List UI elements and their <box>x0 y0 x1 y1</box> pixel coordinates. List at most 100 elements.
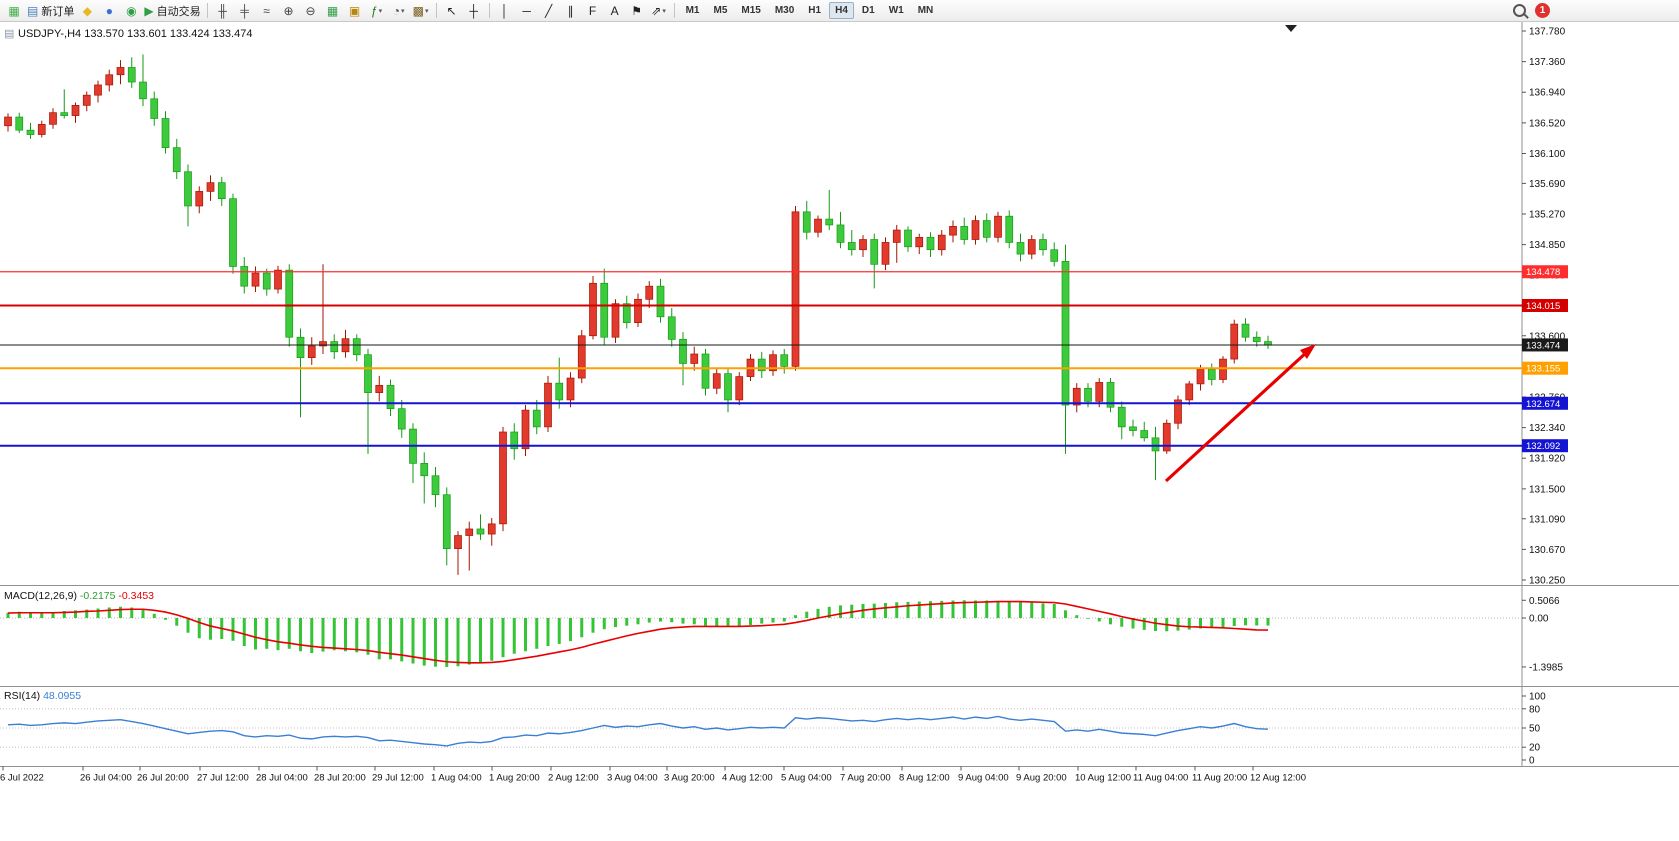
autotrading-button: ▶ <box>144 3 154 18</box>
svg-text:136.520: 136.520 <box>1529 118 1566 129</box>
svg-text:9 Aug 20:00: 9 Aug 20:00 <box>1016 773 1067 784</box>
crosshair-icon[interactable]: ┼ <box>464 1 484 21</box>
timeframe-d1[interactable]: D1 <box>861 5 875 16</box>
time-axis[interactable]: 6 Jul 2022 26 Jul 04:00 26 Jul 20:00 27 Jul… <box>0 766 1306 784</box>
tile-windows-icon: ▦ <box>326 3 339 18</box>
svg-text:26 Jul 04:00: 26 Jul 04:00 <box>80 773 132 784</box>
svg-text:132.674: 132.674 <box>1526 399 1560 410</box>
indicators-icon: ƒ <box>370 3 378 18</box>
vertical-line-icon: │ <box>500 3 509 18</box>
line-chart-icon[interactable]: ≈ <box>257 1 277 21</box>
svg-text:130.670: 130.670 <box>1529 545 1566 556</box>
svg-text:11 Aug 20:00: 11 Aug 20:00 <box>1192 773 1247 784</box>
svg-text:131.090: 131.090 <box>1529 514 1566 525</box>
horizontal-line-icon: ─ <box>522 3 531 18</box>
terminal-icon: ▦ <box>8 3 20 18</box>
trend-arrow-annotation[interactable] <box>1164 344 1316 483</box>
trendline-icon[interactable]: ╱ <box>539 1 559 21</box>
text-icon[interactable]: A <box>605 1 625 21</box>
svg-text:28 Jul 04:00: 28 Jul 04:00 <box>256 773 308 784</box>
fibonacci-icon[interactable]: F <box>583 1 603 21</box>
svg-text:7 Aug 20:00: 7 Aug 20:00 <box>840 773 891 784</box>
svg-text:133.155: 133.155 <box>1526 364 1560 375</box>
bar-chart-icon: ╫ <box>218 3 227 18</box>
timeframe-m15[interactable]: M15 <box>741 5 761 16</box>
chevron-down-icon: ▾ <box>424 7 429 15</box>
timeframe-m30[interactable]: M30 <box>774 5 795 16</box>
text-icon: A <box>610 3 619 18</box>
candlestick-chart-icon: ╪ <box>240 3 249 18</box>
new-order-button[interactable]: ▤ 新订单 <box>26 1 75 21</box>
channel-icon[interactable]: ∥ <box>561 1 581 21</box>
toolbar-separator <box>673 3 675 18</box>
zoom-in-icon[interactable]: ⊕ <box>279 1 299 21</box>
timeframe-mn[interactable]: MN <box>917 5 934 16</box>
main-toolbar: ▦ ▤ 新订单 ◆ ● ◉ ▶ 自动交易 ╫ ╪ ≈ ⊕ ⊖ ▦ ▣ ƒ ▾ ◔ ▾ ▩ ▾ ↖ ┼ │ ─ ╱ ∥ F A ⚑ ⇗ ▾ M1 M… <box>0 0 1679 22</box>
timeframe-m1[interactable]: M1 <box>685 5 700 16</box>
svg-text:28 Jul 20:00: 28 Jul 20:00 <box>314 773 366 784</box>
svg-text:0: 0 <box>1529 756 1535 767</box>
terminal-icon[interactable]: ▦ <box>4 1 24 21</box>
shapes-icon[interactable]: ⇗ ▾ <box>649 1 669 21</box>
line-chart-icon: ≈ <box>263 3 270 18</box>
indicators-icon[interactable]: ƒ ▾ <box>367 1 387 21</box>
autotrading-button[interactable]: ▶ 自动交易 <box>143 1 201 21</box>
svg-text:132.340: 132.340 <box>1529 423 1566 434</box>
horizontal-lines-layer[interactable] <box>0 25 1522 447</box>
chevron-down-icon: ▾ <box>378 7 383 15</box>
cursor-icon[interactable]: ↖ <box>442 1 462 21</box>
svg-text:0.5066: 0.5066 <box>1529 596 1560 607</box>
svg-text:133.474: 133.474 <box>1526 340 1560 351</box>
zoom-out-icon[interactable]: ⊖ <box>301 1 321 21</box>
charts-icon[interactable]: ◆ <box>77 1 97 21</box>
svg-text:50: 50 <box>1529 724 1541 735</box>
svg-text:20: 20 <box>1529 743 1541 754</box>
timeframe-h4[interactable]: H4 <box>829 2 854 19</box>
svg-text:0.00: 0.00 <box>1529 614 1549 625</box>
bar-chart-icon[interactable]: ╫ <box>213 1 233 21</box>
price-chart-canvas[interactable]: 137.780 137.360 136.940 136.520 136.100 135.6… <box>0 22 1679 841</box>
price-axis[interactable]: 137.780 137.360 136.940 136.520 136.100 135.6… <box>1522 27 1568 587</box>
timeframe-w1[interactable]: W1 <box>888 5 904 16</box>
periods-icon[interactable]: ◔ ▾ <box>389 1 409 21</box>
svg-text:5 Aug 04:00: 5 Aug 04:00 <box>781 773 832 784</box>
svg-text:134.478: 134.478 <box>1526 267 1560 278</box>
panel-separators[interactable] <box>0 22 1679 767</box>
vertical-line-icon[interactable]: │ <box>495 1 515 21</box>
macd-panel: 0.5066 0.00 -1.3985 MACD(12,26,9) -0.2175 -… <box>0 590 1563 673</box>
timeframe-m5[interactable]: M5 <box>713 5 728 16</box>
svg-text:135.690: 135.690 <box>1529 179 1566 190</box>
toolbar-separator <box>206 3 208 18</box>
accounts-icon[interactable]: ● <box>99 1 119 21</box>
svg-text:9 Aug 04:00: 9 Aug 04:00 <box>958 773 1009 784</box>
toolbar-separator <box>488 3 490 18</box>
svg-text:3 Aug 04:00: 3 Aug 04:00 <box>607 773 658 784</box>
auto-arrange-icon[interactable]: ▣ <box>345 1 365 21</box>
search-icon[interactable] <box>1513 4 1526 17</box>
chart-symbol-icon: ▤ <box>4 28 14 40</box>
crosshair-icon: ┼ <box>469 3 478 18</box>
templates-icon[interactable]: ▩ ▾ <box>411 1 431 21</box>
svg-text:131.500: 131.500 <box>1529 484 1566 495</box>
candlestick-chart-icon[interactable]: ╪ <box>235 1 255 21</box>
new-order-button: ▤ <box>27 3 39 18</box>
market-watch-icon[interactable]: ◉ <box>121 1 141 21</box>
label-icon[interactable]: ⚑ <box>627 1 647 21</box>
tile-windows-icon[interactable]: ▦ <box>323 1 343 21</box>
svg-text:1 Aug 20:00: 1 Aug 20:00 <box>489 773 540 784</box>
svg-text:6 Jul 2022: 6 Jul 2022 <box>0 773 44 784</box>
notification-badge[interactable]: 1 <box>1535 3 1550 18</box>
zoom-out-icon: ⊖ <box>305 3 316 18</box>
fibonacci-icon: F <box>588 3 597 18</box>
charts-icon: ◆ <box>82 3 92 18</box>
svg-text:8 Aug 12:00: 8 Aug 12:00 <box>899 773 950 784</box>
chart-title-text: USDJPY-,H4 133.570 133.601 133.424 133.4… <box>18 28 252 40</box>
svg-text:3 Aug 20:00: 3 Aug 20:00 <box>664 773 715 784</box>
zoom-in-icon: ⊕ <box>283 3 294 18</box>
rsi-label: RSI(14) 48.0955 <box>4 690 81 702</box>
svg-text:26 Jul 20:00: 26 Jul 20:00 <box>137 773 189 784</box>
horizontal-line-icon[interactable]: ─ <box>517 1 537 21</box>
timeframe-h1[interactable]: H1 <box>808 5 822 16</box>
svg-text:27 Jul 12:00: 27 Jul 12:00 <box>197 773 249 784</box>
svg-text:-1.3985: -1.3985 <box>1529 662 1563 673</box>
